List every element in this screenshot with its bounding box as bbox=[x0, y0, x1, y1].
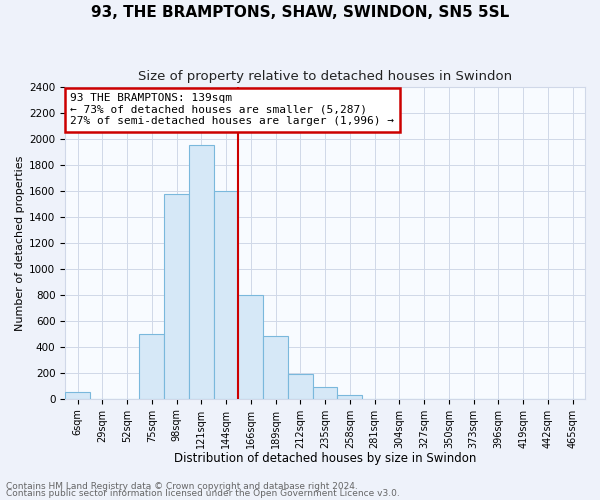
Bar bbox=[164, 194, 189, 398]
Bar bbox=[65, 392, 90, 398]
Bar bbox=[214, 191, 238, 398]
Text: Contains HM Land Registry data © Crown copyright and database right 2024.: Contains HM Land Registry data © Crown c… bbox=[6, 482, 358, 491]
Text: Contains public sector information licensed under the Open Government Licence v3: Contains public sector information licen… bbox=[6, 489, 400, 498]
Bar bbox=[139, 334, 164, 398]
Text: 93, THE BRAMPTONS, SHAW, SWINDON, SN5 5SL: 93, THE BRAMPTONS, SHAW, SWINDON, SN5 5S… bbox=[91, 5, 509, 20]
Y-axis label: Number of detached properties: Number of detached properties bbox=[15, 155, 25, 330]
Title: Size of property relative to detached houses in Swindon: Size of property relative to detached ho… bbox=[138, 70, 512, 83]
Bar bbox=[313, 387, 337, 398]
Bar bbox=[263, 336, 288, 398]
Bar bbox=[337, 395, 362, 398]
Bar bbox=[189, 146, 214, 398]
X-axis label: Distribution of detached houses by size in Swindon: Distribution of detached houses by size … bbox=[174, 452, 476, 465]
Bar bbox=[238, 295, 263, 399]
Bar bbox=[288, 374, 313, 398]
Text: 93 THE BRAMPTONS: 139sqm
← 73% of detached houses are smaller (5,287)
27% of sem: 93 THE BRAMPTONS: 139sqm ← 73% of detach… bbox=[70, 93, 394, 126]
